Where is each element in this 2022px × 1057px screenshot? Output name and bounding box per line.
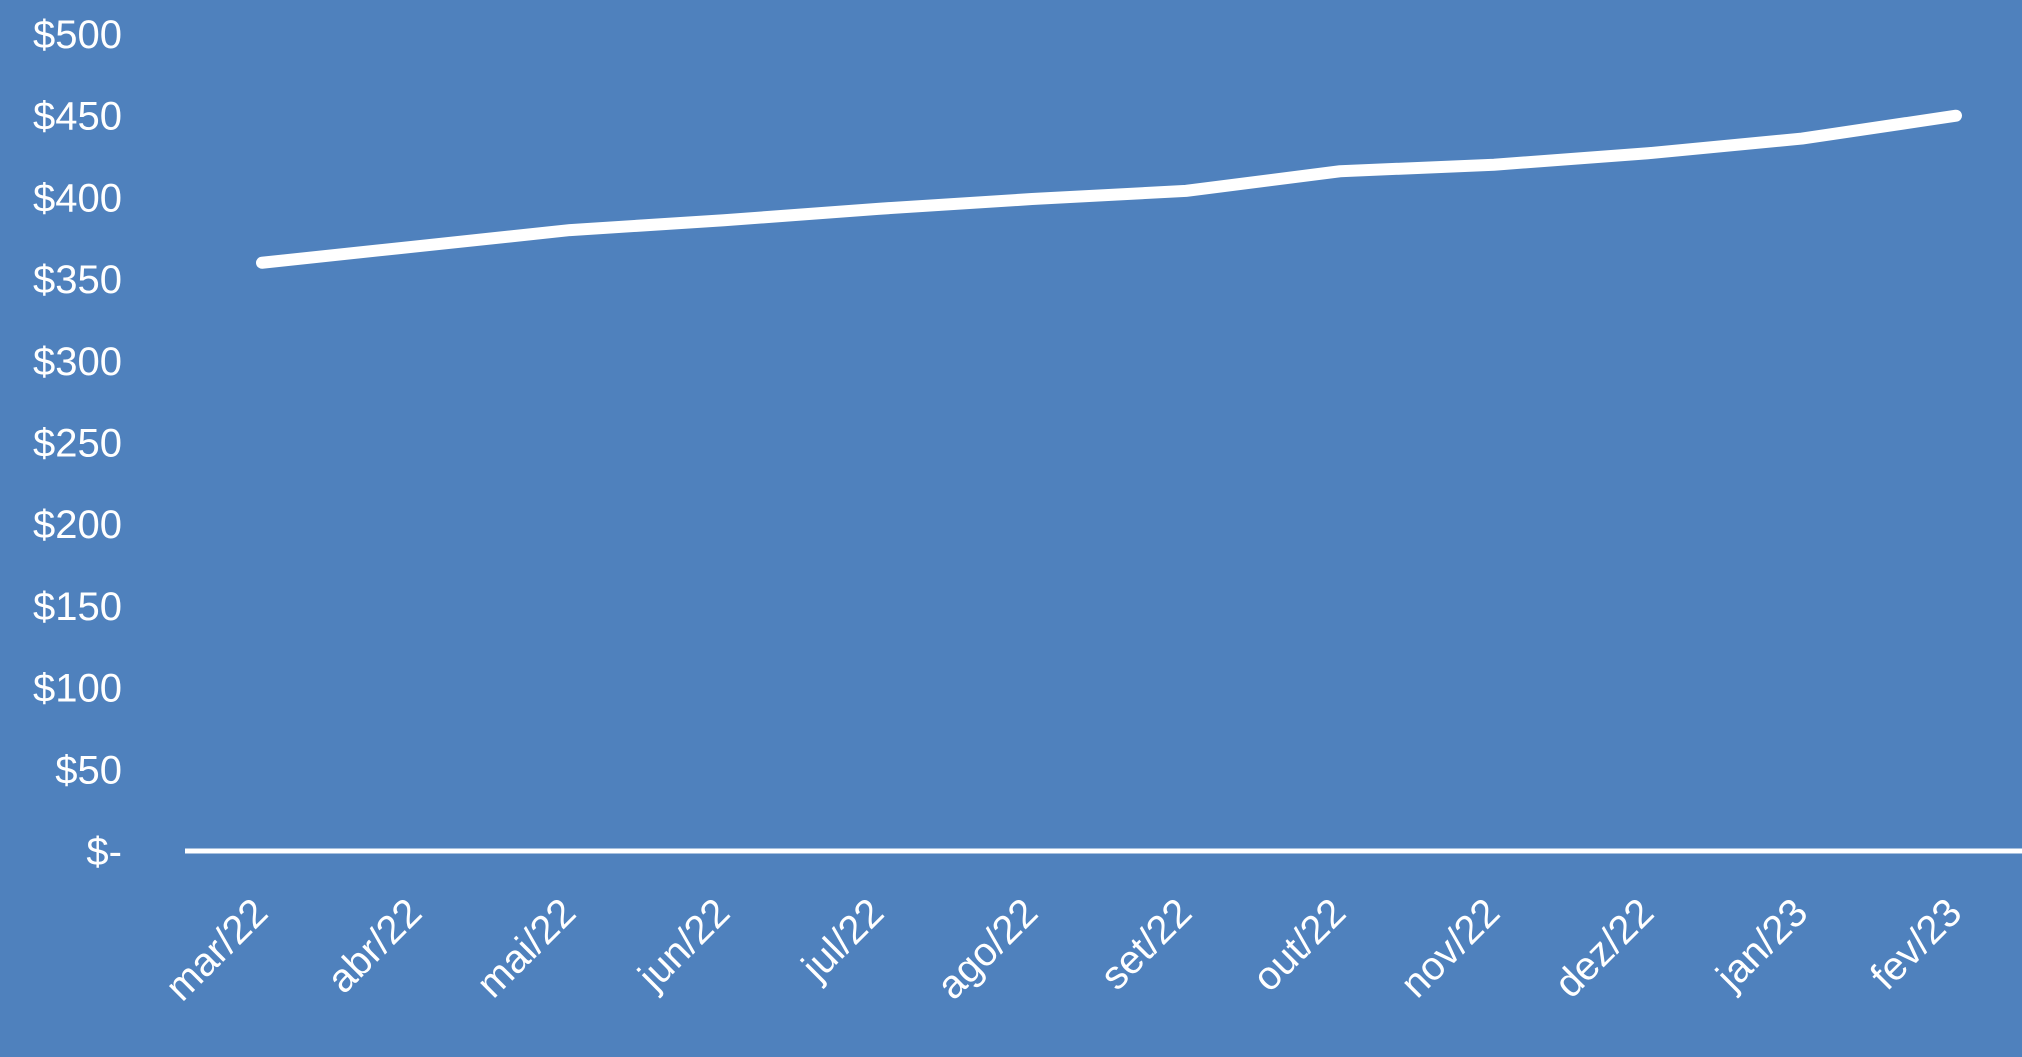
x-tick-label: set/22 bbox=[1092, 890, 1200, 998]
y-axis-tick-labels: $- $50 $100 $150 $200 $250 $300 $350 $400 $450 $50… bbox=[33, 13, 122, 874]
x-tick-label: fev/23 bbox=[1862, 890, 1970, 998]
x-tick-label: dez/22 bbox=[1546, 890, 1662, 1006]
y-tick-label: $250 bbox=[33, 422, 122, 466]
x-tick-label: nov/22 bbox=[1392, 890, 1508, 1006]
y-tick-label: $300 bbox=[33, 340, 122, 384]
x-tick-label: jul/22 bbox=[793, 890, 892, 989]
x-tick-label: abr/22 bbox=[319, 890, 430, 1001]
series-line bbox=[256, 109, 1962, 269]
drop-lines bbox=[259, 115, 1959, 849]
x-tick-label: mai/22 bbox=[468, 890, 584, 1006]
y-tick-label: $- bbox=[86, 830, 122, 874]
y-tick-label: $50 bbox=[55, 748, 122, 792]
y-tick-label: $150 bbox=[33, 585, 122, 629]
x-axis-tick-labels: mar/22 abr/22 mai/22 jun/22 jul/22 ago/22 set/… bbox=[157, 890, 1970, 1009]
y-tick-label: $200 bbox=[33, 503, 122, 547]
x-tick-label: ago/22 bbox=[929, 890, 1047, 1008]
x-tick-label: out/22 bbox=[1245, 890, 1355, 1000]
y-tick-label: $350 bbox=[33, 258, 122, 302]
x-tick-label: jan/23 bbox=[1707, 890, 1816, 999]
y-tick-label: $450 bbox=[33, 95, 122, 139]
x-tick-label: jun/22 bbox=[629, 890, 738, 999]
y-tick-label: $500 bbox=[33, 13, 122, 57]
y-tick-label: $400 bbox=[33, 176, 122, 220]
x-tick-label: mar/22 bbox=[157, 890, 276, 1009]
y-tick-label: $100 bbox=[33, 667, 122, 711]
